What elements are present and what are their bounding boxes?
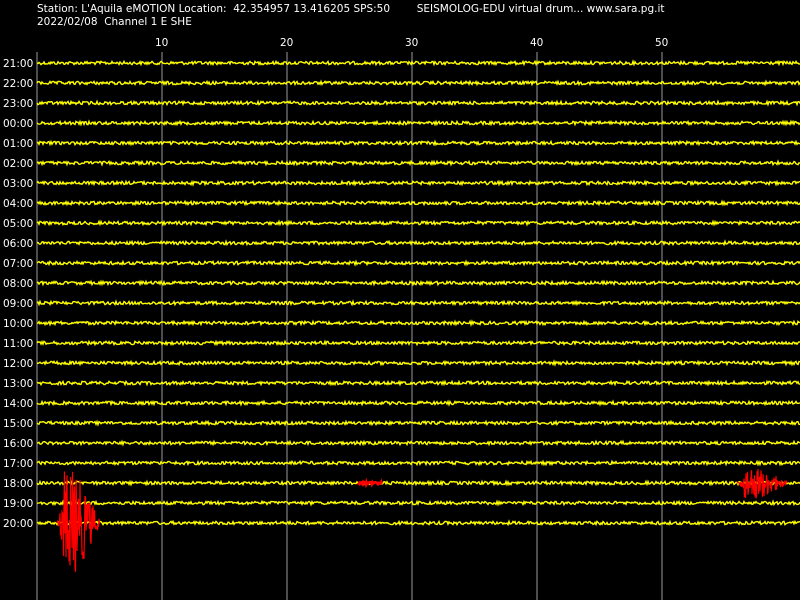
- trace-row: [36, 519, 800, 527]
- hour-label: 22:00: [3, 78, 33, 90]
- trace-row: [36, 279, 800, 287]
- trace-row: [36, 219, 800, 227]
- hour-label: 03:00: [3, 178, 33, 190]
- hour-label: 01:00: [3, 138, 33, 150]
- trace-row: [36, 119, 800, 127]
- trace-row: [36, 259, 800, 267]
- minute-tick-20: 20: [280, 37, 294, 49]
- minute-tick-10: 10: [155, 37, 169, 49]
- trace-row: [36, 99, 800, 107]
- seismic-event-trace: [736, 469, 788, 499]
- hour-label: 21:00: [3, 58, 33, 70]
- trace-row: [36, 479, 800, 487]
- hour-label: 04:00: [3, 198, 33, 210]
- hour-label: 07:00: [3, 258, 33, 270]
- trace-row: [36, 79, 800, 87]
- trace-row: [36, 339, 800, 347]
- hour-label: 00:00: [3, 118, 33, 130]
- hour-label: 13:00: [3, 378, 33, 390]
- trace-row: [36, 459, 800, 467]
- trace-row: [36, 159, 800, 167]
- trace-row: [36, 419, 800, 427]
- hour-label: 17:00: [3, 458, 33, 470]
- hour-label: 20:00: [3, 518, 33, 530]
- trace-row: [36, 179, 800, 187]
- trace-row: [36, 379, 800, 387]
- hour-label: 02:00: [3, 158, 33, 170]
- hour-label: 08:00: [3, 278, 33, 290]
- date-channel-info: 2022/02/08 Channel 1 E SHE: [37, 16, 192, 28]
- hour-label: 05:00: [3, 218, 33, 230]
- hour-labels: 21:00 22:00 23:00 00:00 01:00 02:00 03:00 04:00…: [3, 58, 33, 530]
- trace-row: [36, 319, 800, 327]
- trace-row: [36, 239, 800, 247]
- hour-label: 23:00: [3, 98, 33, 110]
- minute-tick-30: 30: [405, 37, 419, 49]
- trace-row: [36, 399, 800, 407]
- hour-label: 10:00: [3, 318, 33, 330]
- station-info: Station: L'Aquila eMOTION Location: 42.3…: [37, 3, 665, 15]
- hour-label: 09:00: [3, 298, 33, 310]
- hour-label: 06:00: [3, 238, 33, 250]
- traces: [36, 59, 800, 527]
- trace-row: [36, 199, 800, 207]
- trace-row: [36, 499, 800, 507]
- seismic-event-trace: [357, 477, 383, 489]
- grid-lines: [36, 52, 663, 600]
- hour-label: 12:00: [3, 358, 33, 370]
- trace-row: [36, 359, 800, 367]
- hour-label: 15:00: [3, 418, 33, 430]
- minute-tick-40: 40: [530, 37, 544, 49]
- trace-row: [36, 139, 800, 147]
- minute-tick-50: 50: [655, 37, 669, 49]
- trace-row: [36, 59, 800, 67]
- hour-label: 18:00: [3, 478, 33, 490]
- events: [56, 469, 788, 572]
- trace-row: [36, 299, 800, 307]
- hour-label: 11:00: [3, 338, 33, 350]
- hour-label: 14:00: [3, 398, 33, 410]
- trace-row: [36, 439, 800, 447]
- hour-label: 16:00: [3, 438, 33, 450]
- hour-label: 19:00: [3, 498, 33, 510]
- seismic-event-trace: [56, 471, 101, 572]
